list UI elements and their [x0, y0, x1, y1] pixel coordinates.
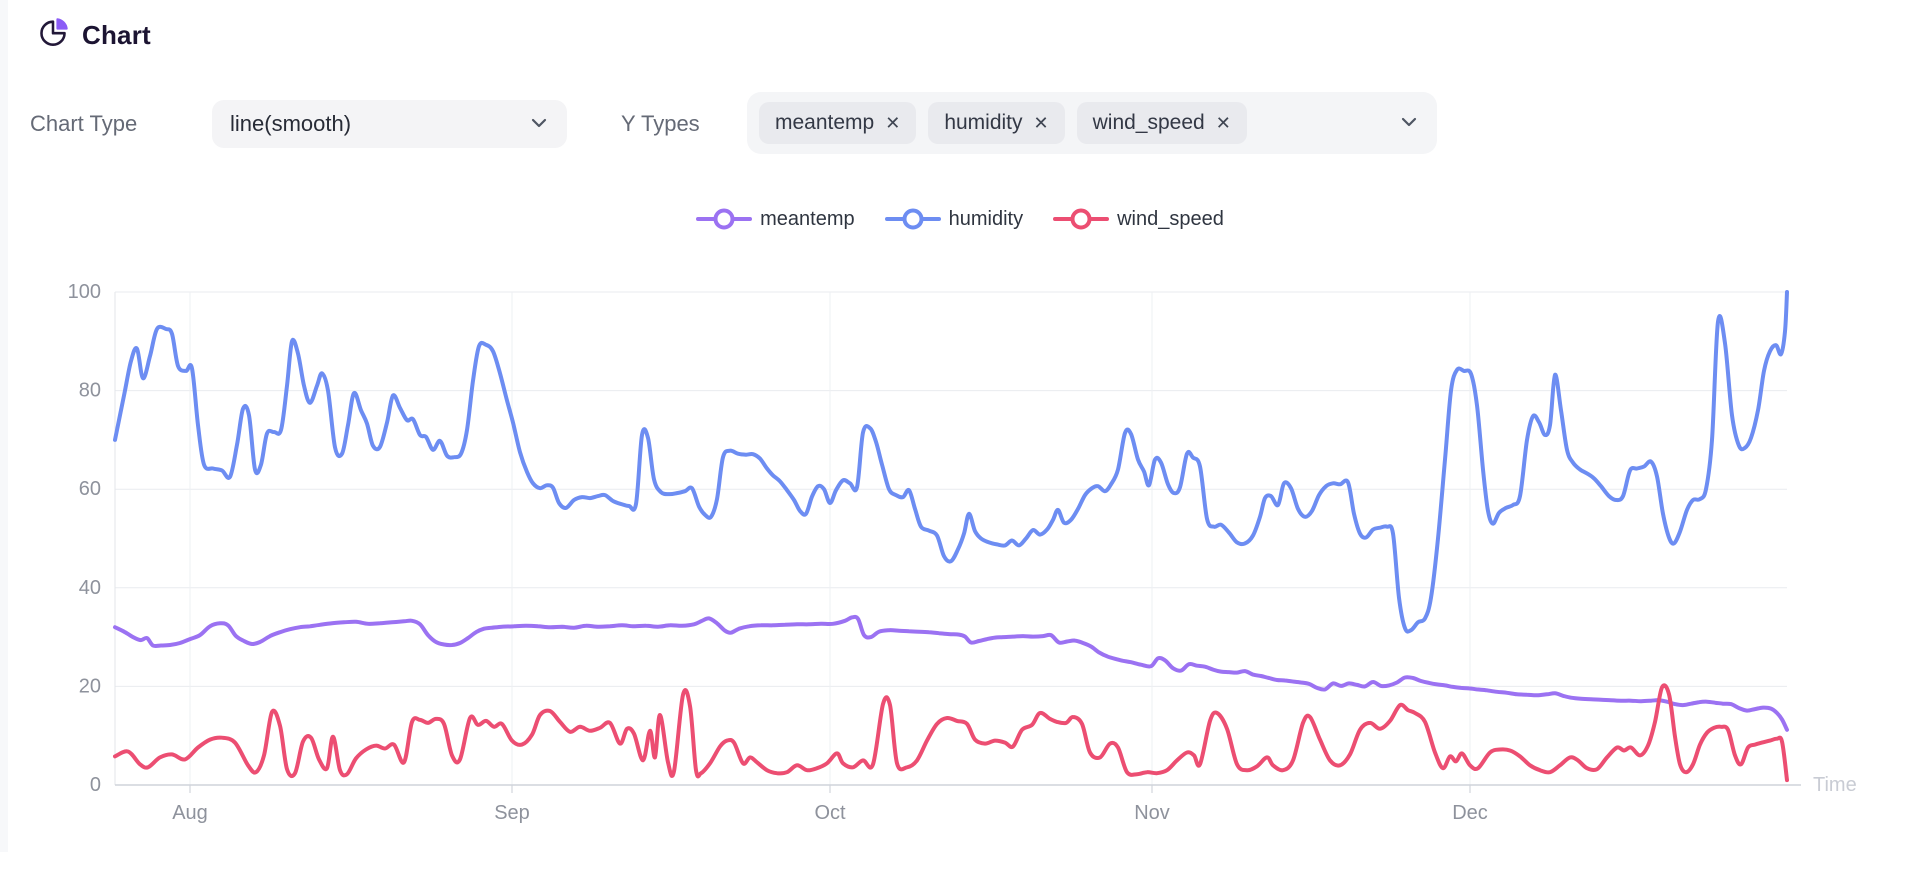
x-axis-tick-label: Dec — [1452, 802, 1488, 824]
y-axis-tick-label: 80 — [79, 380, 101, 402]
chevron-down-icon — [1401, 114, 1417, 132]
page-title: Chart — [82, 20, 151, 50]
chart-type-select[interactable]: line(smooth) — [212, 100, 567, 148]
page-left-gutter — [0, 0, 8, 852]
legend-line-marker-icon — [884, 206, 941, 232]
y-axis-tick-label: 20 — [79, 675, 101, 697]
x-axis-tick-label: Nov — [1134, 802, 1170, 824]
x-axis-tick-label: Oct — [814, 802, 846, 824]
legend-item-wind_speed[interactable]: wind_speed — [1053, 206, 1224, 232]
y-axis-tick-label: 100 — [68, 281, 101, 303]
chart-type-selected-value: line(smooth) — [230, 111, 352, 136]
pie-chart-icon — [36, 16, 70, 55]
legend-line-marker-icon — [1053, 206, 1110, 232]
y-type-tag-humidity[interactable]: humidity ✕ — [928, 102, 1065, 144]
legend-label: meantemp — [760, 207, 855, 230]
y-axis-tick-label: 60 — [79, 478, 101, 500]
y-axis-tick-label: 40 — [79, 577, 101, 599]
panel-header: Chart — [36, 16, 151, 55]
y-type-tag-wind_speed[interactable]: wind_speed ✕ — [1076, 102, 1247, 144]
series-line-wind_speed[interactable] — [113, 683, 1789, 783]
y-type-tag-label: meantemp — [775, 111, 875, 134]
x-axis-tick-label: Aug — [172, 802, 208, 824]
x-axis-tick-label: Sep — [494, 802, 530, 824]
legend-item-meantemp[interactable]: meantemp — [696, 206, 855, 232]
legend-label: wind_speed — [1117, 207, 1224, 230]
y-type-tag-label: humidity — [944, 111, 1023, 134]
legend-line-marker-icon — [696, 206, 753, 232]
remove-tag-icon[interactable]: ✕ — [1033, 112, 1049, 133]
chevron-down-icon — [531, 115, 547, 133]
x-axis-title: Time — [1813, 774, 1857, 796]
y-type-tag-meantemp[interactable]: meantemp ✕ — [759, 102, 917, 144]
remove-tag-icon[interactable]: ✕ — [885, 112, 901, 133]
y-axis-tick-label: 0 — [90, 774, 101, 796]
series-line-meantemp[interactable] — [113, 614, 1789, 732]
y-types-multiselect[interactable]: meantemp ✕ humidity ✕ wind_speed ✕ — [747, 92, 1437, 154]
chart-legend: meantemp humidity wind_speed — [0, 206, 1920, 232]
y-type-tag-label: wind_speed — [1092, 111, 1205, 134]
series-line-humidity[interactable] — [113, 290, 1789, 634]
y-types-label: Y Types — [621, 111, 700, 136]
legend-label: humidity — [948, 207, 1024, 230]
legend-item-humidity[interactable]: humidity — [884, 206, 1024, 232]
remove-tag-icon[interactable]: ✕ — [1215, 112, 1231, 133]
chart-type-label: Chart Type — [30, 111, 138, 136]
